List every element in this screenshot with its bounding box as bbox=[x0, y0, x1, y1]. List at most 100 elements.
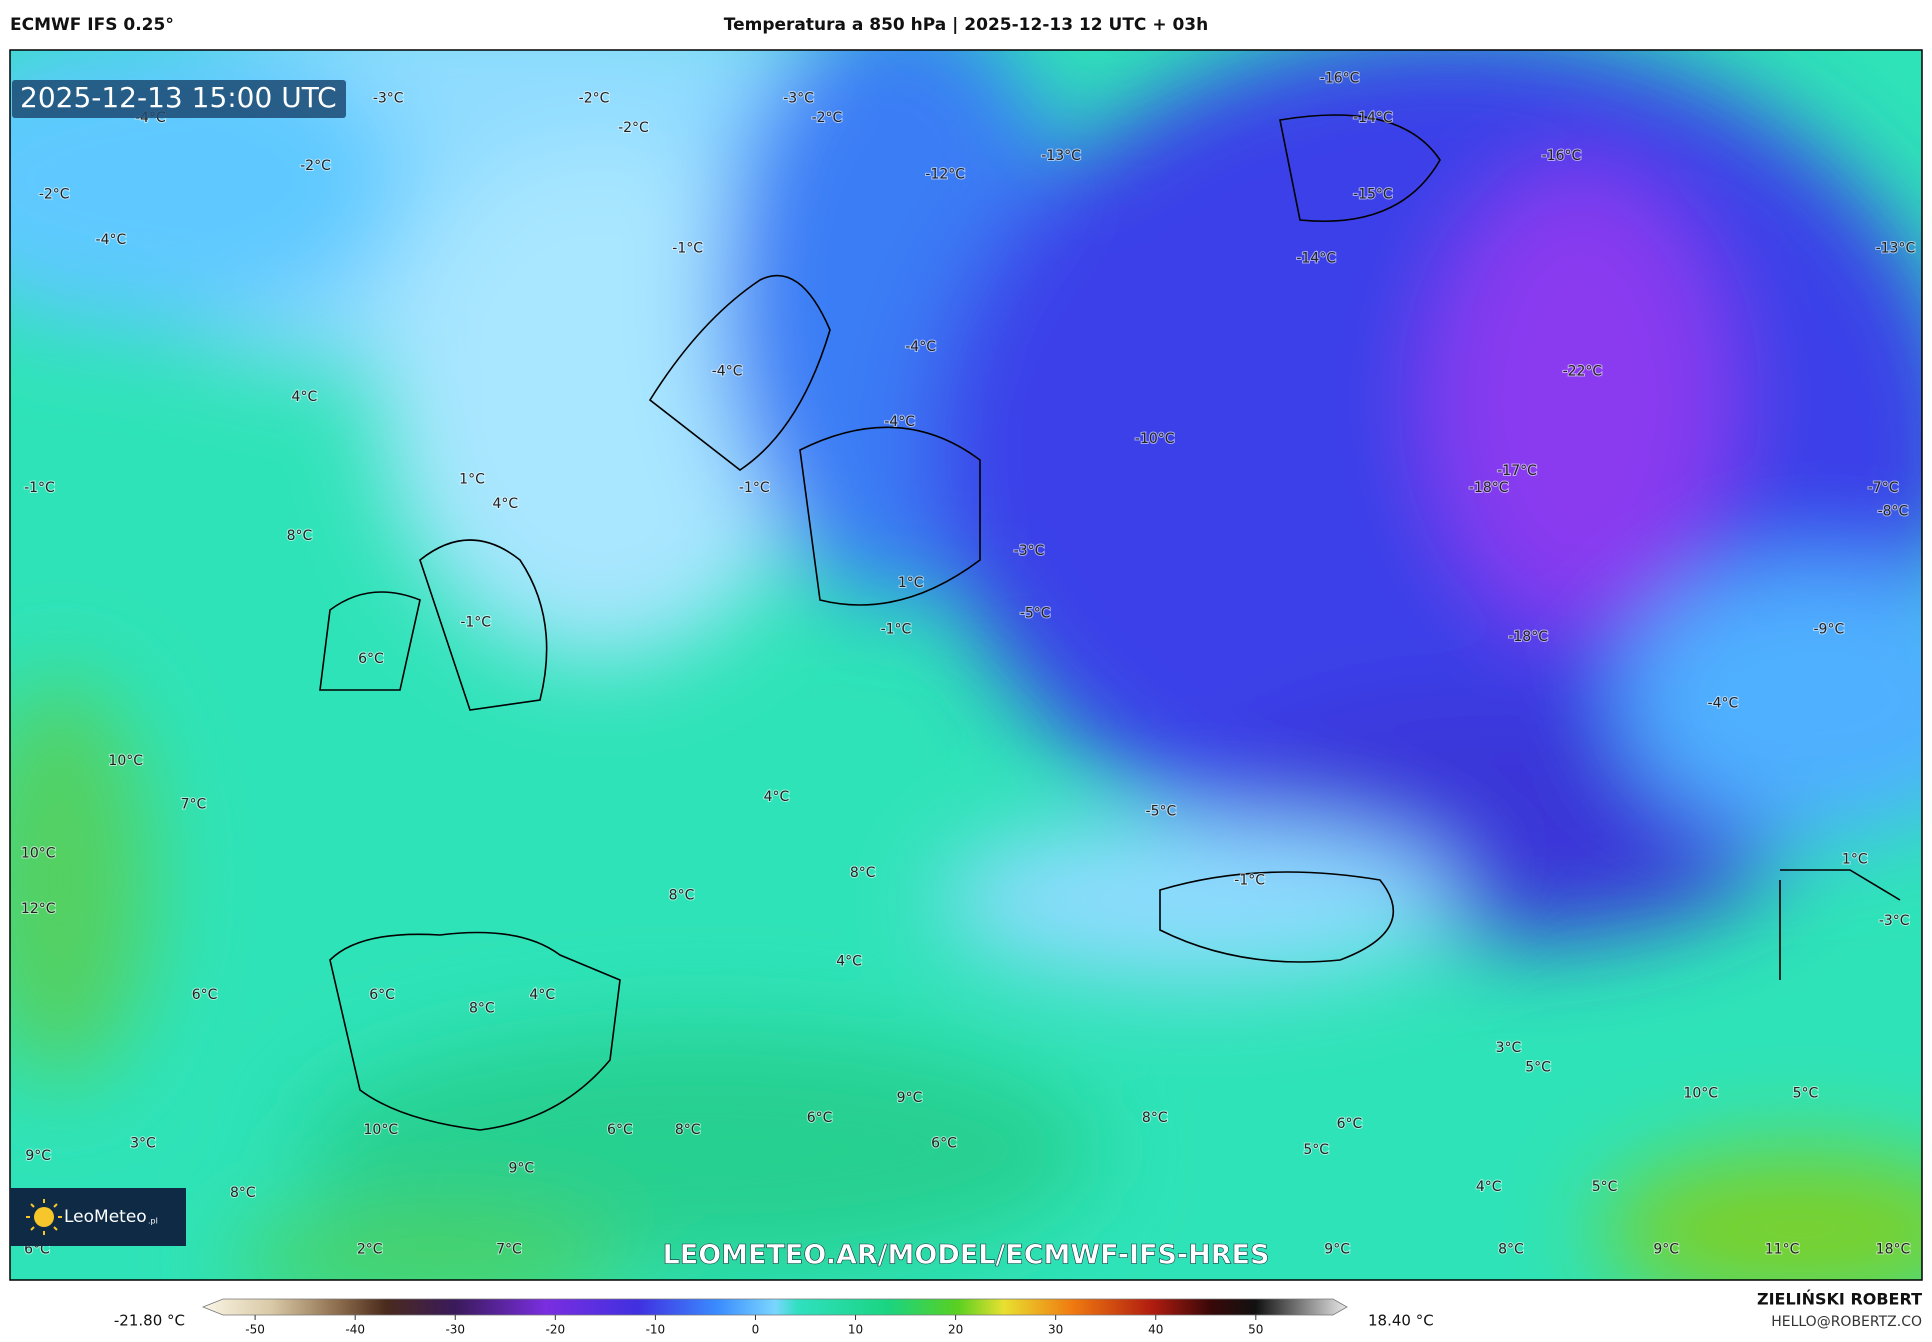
temperature-label: 8°C bbox=[287, 528, 313, 544]
colorbar-tick-label: -30 bbox=[445, 1323, 465, 1337]
min-value: -21.80 °C bbox=[114, 1312, 185, 1330]
temperature-label: 6°C bbox=[607, 1122, 633, 1138]
temperature-label: 9°C bbox=[1653, 1241, 1679, 1257]
temperature-label: 9°C bbox=[508, 1160, 534, 1176]
temperature-label: 4°C bbox=[1476, 1179, 1502, 1195]
colorbar-tick-label: 0 bbox=[752, 1323, 760, 1337]
colorbar-tick-label: 50 bbox=[1248, 1323, 1263, 1337]
temperature-label: -1°C bbox=[881, 622, 912, 638]
logo-sun bbox=[34, 1207, 54, 1227]
colorbar-tick-label: -10 bbox=[646, 1323, 666, 1337]
colorbar-tick-label: -40 bbox=[345, 1323, 365, 1337]
temperature-label: 10°C bbox=[108, 753, 143, 769]
temperature-label: 1°C bbox=[1842, 852, 1868, 868]
map-field bbox=[10, 50, 1922, 1280]
temperature-label: 6°C bbox=[192, 987, 218, 1003]
source-url: LEOMETEO.AR/MODEL/ECMWF-IFS-HRES bbox=[663, 1240, 1270, 1271]
colorbar-tick-label: -20 bbox=[546, 1323, 566, 1337]
temperature-label: 8°C bbox=[1498, 1241, 1524, 1257]
timestamp-box bbox=[12, 80, 346, 118]
temperature-label: -5°C bbox=[1146, 804, 1177, 820]
temperature-label: -16°C bbox=[1320, 71, 1360, 87]
temperature-label: -1°C bbox=[739, 480, 770, 496]
temperature-label: 10°C bbox=[1683, 1085, 1718, 1101]
logo-name: LeoMeteo bbox=[64, 1207, 147, 1227]
temperature-label: 8°C bbox=[230, 1185, 256, 1201]
temperature-label: -8°C bbox=[1878, 504, 1909, 520]
temperature-label: 6°C bbox=[358, 651, 384, 667]
temperature-label: 5°C bbox=[1793, 1085, 1819, 1101]
colorbar-tick-label: 40 bbox=[1148, 1323, 1163, 1337]
temperature-label: -3°C bbox=[1014, 543, 1045, 559]
temperature-label: -15°C bbox=[1353, 186, 1393, 202]
colorbar bbox=[201, 1298, 1348, 1316]
temperature-label: 7°C bbox=[496, 1241, 522, 1257]
temperature-label: -4°C bbox=[712, 363, 743, 379]
timestamp: 2025-12-13 15:00 UTC bbox=[20, 81, 337, 114]
max-value: 18.40 °C bbox=[1368, 1312, 1434, 1330]
colorbar-tick-label: 30 bbox=[1048, 1323, 1063, 1337]
temperature-label: -2°C bbox=[39, 186, 70, 202]
temperature-label: -13°C bbox=[1041, 148, 1081, 164]
temperature-label: -14°C bbox=[1353, 110, 1393, 126]
map-title: Temperatura a 850 hPa | 2025-12-13 12 UT… bbox=[724, 15, 1209, 35]
temperature-label: -9°C bbox=[1814, 622, 1845, 638]
temperature-label: -17°C bbox=[1497, 463, 1537, 479]
temperature-label: 8°C bbox=[1142, 1110, 1168, 1126]
temperature-label: -4°C bbox=[1708, 695, 1739, 711]
temperature-label: 4°C bbox=[492, 496, 518, 512]
temperature-label: 1°C bbox=[459, 472, 485, 488]
temperature-label: 1°C bbox=[898, 575, 924, 591]
temperature-label: -3°C bbox=[1879, 913, 1910, 929]
temperature-label: 3°C bbox=[1496, 1040, 1522, 1056]
temperature-label: -1°C bbox=[460, 614, 491, 630]
temperature-label: 4°C bbox=[529, 987, 555, 1003]
map-frame bbox=[9, 49, 1923, 1281]
temperature-label: 7°C bbox=[181, 796, 207, 812]
colorbar-ticks: -50 -40 -30 -20 -10 0 10 20 30 40 50 bbox=[245, 1315, 1263, 1337]
temperature-label: 10°C bbox=[364, 1122, 399, 1138]
temperature-label: -16°C bbox=[1542, 148, 1582, 164]
temperature-label: -4°C bbox=[96, 232, 127, 248]
temperature-label: -13°C bbox=[1876, 240, 1916, 256]
colorbar-tick-label: 20 bbox=[948, 1323, 963, 1337]
temperature-label: 4°C bbox=[836, 954, 862, 970]
temperature-label: -2°C bbox=[812, 110, 843, 126]
temperature-label: 4°C bbox=[292, 389, 318, 405]
temperature-label: -10°C bbox=[1135, 431, 1175, 447]
temperature-label: -1°C bbox=[24, 480, 55, 496]
logo-suffix: .pl bbox=[148, 1217, 158, 1226]
temperature-label: -2°C bbox=[579, 90, 610, 106]
temperature-label: -4°C bbox=[905, 339, 936, 355]
model-name: ECMWF IFS 0.25° bbox=[10, 15, 174, 35]
temperature-label: 8°C bbox=[669, 887, 695, 903]
logo-rays bbox=[26, 1199, 62, 1235]
colorbar-tick-label: -50 bbox=[245, 1323, 265, 1337]
temperature-label: -2°C bbox=[300, 158, 331, 174]
temperature-label: 8°C bbox=[469, 1000, 495, 1016]
temperature-label: 8°C bbox=[675, 1122, 701, 1138]
temperature-label: 18°C bbox=[1876, 1241, 1911, 1257]
temperature-label: 9°C bbox=[25, 1148, 51, 1164]
temperature-label: 5°C bbox=[1592, 1179, 1618, 1195]
temperature-label: 9°C bbox=[897, 1090, 923, 1106]
temperature-label: 6°C bbox=[1337, 1116, 1363, 1132]
temperature-label: -5°C bbox=[1020, 606, 1051, 622]
temperature-label: 3°C bbox=[130, 1136, 156, 1152]
temperature-label: -3°C bbox=[783, 90, 814, 106]
temperature-label: 10°C bbox=[21, 845, 56, 861]
temperature-label: 6°C bbox=[931, 1136, 957, 1152]
temperature-label: 12°C bbox=[21, 901, 56, 917]
temperature-label: 4°C bbox=[764, 789, 790, 805]
temperature-label: 5°C bbox=[1525, 1059, 1551, 1075]
temperature-label: 2°C bbox=[357, 1241, 383, 1257]
temperature-label: -18°C bbox=[1469, 480, 1509, 496]
colorbar-tick-label: 10 bbox=[848, 1323, 863, 1337]
temperature-label: 9°C bbox=[1324, 1241, 1350, 1257]
temperature-label: -3°C bbox=[373, 90, 404, 106]
temperature-label: -12°C bbox=[925, 167, 965, 183]
author-email: HELLO@ROBERTZ.CO bbox=[1771, 1314, 1922, 1330]
temperature-label: 8°C bbox=[850, 865, 876, 881]
temperature-label: -18°C bbox=[1508, 629, 1548, 645]
